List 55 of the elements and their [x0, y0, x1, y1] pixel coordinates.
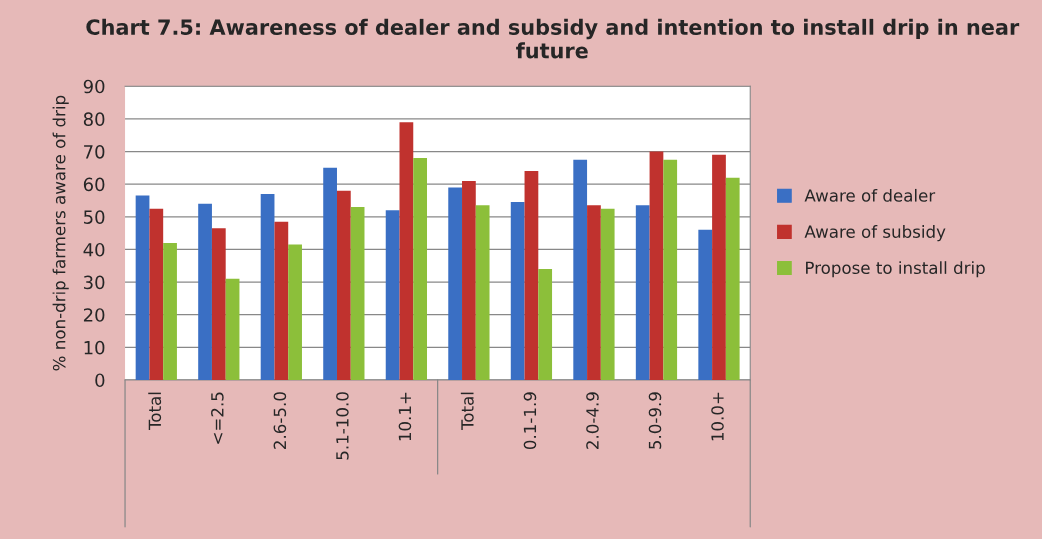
- bar: [462, 180, 476, 380]
- bar: [225, 278, 240, 380]
- bar: [475, 205, 490, 380]
- x-tick-label: 10.0+: [711, 392, 724, 441]
- chart-title: Chart 7.5: Awareness of dealer and subsidy and intention to install drip in near future: [86, 18, 1020, 59]
- bar: [413, 158, 428, 380]
- x-tick-label: 2.6-5.0: [273, 392, 287, 449]
- bar: [385, 210, 400, 380]
- bar: [336, 190, 351, 380]
- y-tick-label: 90: [83, 79, 105, 94]
- y-tick-label: 70: [84, 144, 105, 159]
- x-tick-label: <=2.5: [211, 392, 224, 444]
- legend-label: Aware of dealer: [804, 188, 936, 202]
- x-tick-label: 10.1+: [398, 392, 412, 441]
- bar: [600, 208, 615, 380]
- legend-label: Aware of subsidy: [804, 225, 946, 242]
- bar: [149, 208, 164, 380]
- bar: [573, 159, 588, 380]
- x-tick-label: 0.1-1.9: [523, 392, 537, 450]
- x-tick-label: Total: [460, 392, 474, 431]
- bar: [510, 202, 525, 380]
- bar: [135, 195, 150, 380]
- bar: [538, 269, 553, 380]
- y-tick-label: 0: [95, 373, 105, 388]
- x-tick-label: 5.1-10.0: [336, 392, 349, 460]
- x-tick-label: Total: [148, 392, 162, 431]
- bar: [725, 177, 740, 380]
- legend-label: Propose to install drip: [806, 261, 985, 278]
- y-tick-label: 80: [83, 112, 105, 126]
- bar: [448, 187, 463, 380]
- bar: [712, 154, 726, 380]
- y-tick-label: 30: [84, 275, 105, 290]
- bar: [350, 207, 365, 380]
- y-tick-label: 20: [83, 308, 105, 322]
- bar: [274, 221, 289, 380]
- bar: [260, 193, 275, 380]
- y-tick-label: 10: [84, 340, 105, 355]
- y-tick-label: 50: [84, 210, 105, 224]
- y-tick-label: 60: [83, 177, 105, 192]
- bar: [698, 229, 713, 380]
- bar: [524, 171, 539, 380]
- bar: [399, 122, 414, 380]
- bar: [198, 203, 212, 380]
- bar: [587, 205, 601, 380]
- bar: [288, 244, 302, 380]
- bar: [163, 242, 177, 380]
- x-tick-label: 2.0-4.9: [586, 392, 599, 449]
- x-tick-label: 5.0-9.9: [648, 392, 662, 449]
- bar: [635, 205, 650, 380]
- bar: [649, 151, 664, 380]
- bar: [323, 167, 337, 380]
- bar: [211, 228, 226, 380]
- bar: [663, 159, 678, 380]
- y-tick-label: 40: [83, 242, 105, 257]
- y-axis-title: % non-drip farmers aware of drip: [52, 95, 69, 371]
